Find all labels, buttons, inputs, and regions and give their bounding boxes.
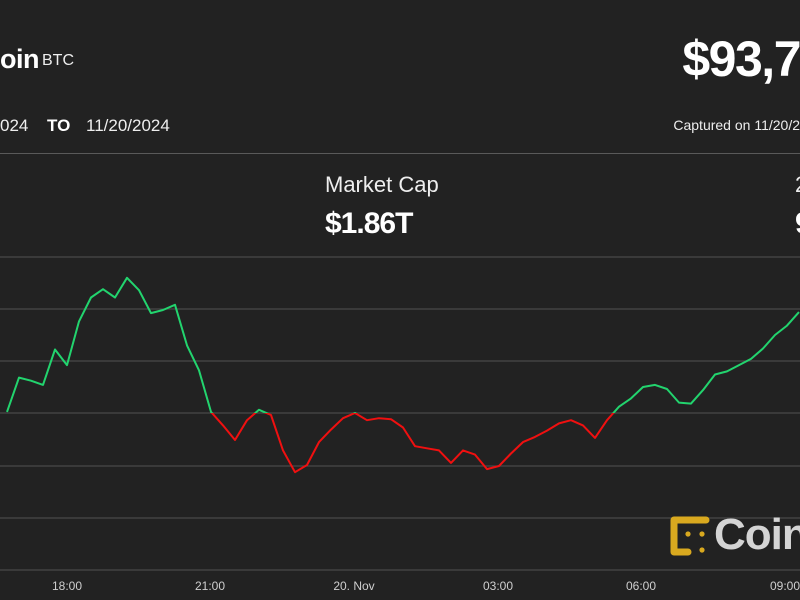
price-line-up xyxy=(6,276,800,413)
market-cap-value: $1.86T xyxy=(325,207,413,240)
stat-value-clipped: 9 xyxy=(795,207,800,241)
coindesk-logo-text: Coin xyxy=(714,510,800,559)
from-date: 024 xyxy=(0,116,29,135)
x-tick-label: 21:00 xyxy=(195,579,225,593)
x-tick-label: 20. Nov xyxy=(333,579,374,593)
price-line-down xyxy=(210,412,615,474)
asset-name: oin xyxy=(0,44,40,74)
x-tick-label: 03:00 xyxy=(483,579,513,593)
current-price: $93,7 xyxy=(682,31,800,87)
x-tick-label: 18:00 xyxy=(52,579,82,593)
market-cap-label: Market Cap xyxy=(325,172,439,197)
x-tick-label: 06:00 xyxy=(626,579,656,593)
divider xyxy=(0,153,800,154)
stat-label-clipped: 2 xyxy=(795,172,800,198)
asset-ticker: BTC xyxy=(42,52,74,69)
x-tick-label: 09:00 xyxy=(770,579,800,593)
captured-timestamp: Captured on 11/20/2 xyxy=(673,117,800,133)
coindesk-logo-icon xyxy=(670,516,710,556)
to-date: 11/20/2024 xyxy=(86,116,170,135)
to-label: TO xyxy=(47,116,71,135)
